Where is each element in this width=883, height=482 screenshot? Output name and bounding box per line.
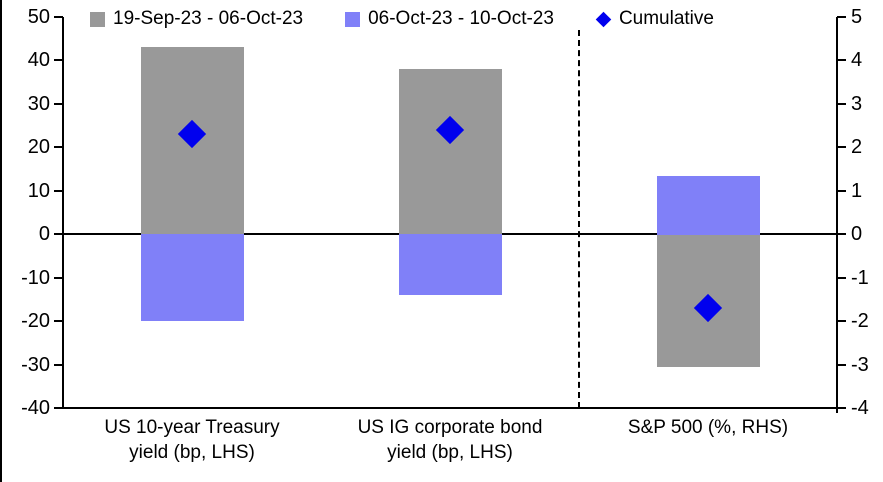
category-label-1: US IG corporate bond yield (bp, LHS) [358,415,543,465]
left-axis-tick [54,102,63,105]
legend-label: 19-Sep-23 - 06-Oct-23 [113,8,304,29]
left-axis-tick-label: 40 [27,49,50,72]
right-axis-tick-label: -3 [851,353,869,376]
left-axis-tick-label: -10 [21,266,50,289]
right-axis-tick-label: 0 [851,223,863,246]
right-axis-tick-label: 5 [851,6,863,28]
left-axis-tick [54,320,63,323]
category-label-line: S&P 500 (%, RHS) [627,417,789,438]
left-axis-tick-label: 30 [27,92,50,115]
bar-series-1-cat-0 [141,234,244,321]
left-axis-tick [54,16,63,18]
right-axis-tick [837,102,846,105]
category-label-line: yield (bp, LHS) [129,442,255,463]
left-axis-tick [54,189,63,192]
right-axis-tick-label: 4 [851,49,863,72]
right-axis-tick-label: 1 [851,179,863,202]
right-axis-tick-label: -4 [851,397,869,419]
legend-label: Cumulative [618,8,714,29]
left-axis-tick-label: -30 [21,353,50,376]
legend-square-swatch-icon [345,11,361,27]
category-label-2: S&P 500 (%, RHS) [628,415,788,440]
left-axis-tick-label: 0 [38,223,50,246]
right-axis-tick [837,16,846,18]
left-axis-tick [54,59,63,62]
left-axis-tick [54,363,63,366]
left-axis-tick-label: 50 [27,6,50,28]
right-axis-tick [837,276,846,279]
right-axis-tick [837,320,846,323]
right-axis-tick-label: 3 [851,92,863,115]
right-axis-tick [837,189,846,192]
left-axis-line [62,17,64,408]
left-axis-tick [54,276,63,279]
left-axis-tick [54,407,63,409]
right-axis-tick [837,233,846,236]
left-axis-tick-label: 20 [27,136,50,159]
category-label-line: US IG corporate bond [357,417,543,438]
legend-diamond-swatch-icon [595,11,612,27]
legend-label: 06-Oct-23 - 10-Oct-23 [368,8,554,29]
legend-square-swatch-icon [90,11,105,27]
left-axis-tick-label: -40 [21,397,50,419]
legend-item-0: 19-Sep-23 - 06-Oct-23 [90,8,303,30]
right-axis-tick [837,363,846,366]
right-axis-tick-label: -2 [851,310,869,333]
category-label-0: US 10-year Treasury yield (bp, LHS) [104,415,279,465]
bar-series-0-cat-1 [399,69,502,234]
left-axis-tick-label: -20 [21,310,50,333]
bar-series-1-cat-2 [657,176,760,235]
right-axis-tick [837,59,846,62]
frame-left-border [0,0,2,482]
x-axis-line [63,407,837,409]
right-axis-line [836,17,838,413]
right-axis-tick-label: 2 [851,136,863,159]
legend-item-2: Cumulative [595,8,714,30]
right-axis-tick [837,407,846,409]
category-separator-dashed-line [578,30,580,408]
right-axis-tick-label: -1 [851,266,869,289]
category-label-line: US 10-year Treasury [104,417,280,438]
left-axis-tick [54,146,63,149]
left-axis-tick [54,233,63,236]
legend-item-1: 06-Oct-23 - 10-Oct-23 [345,8,554,30]
right-axis-tick [837,146,846,149]
bar-series-1-cat-1 [399,234,502,295]
category-label-line: yield (bp, LHS) [387,442,513,463]
left-axis-tick-label: 10 [27,179,50,202]
chart-legend: 19-Sep-23 - 06-Oct-23 06-Oct-23 - 10-Oct-… [90,6,714,32]
